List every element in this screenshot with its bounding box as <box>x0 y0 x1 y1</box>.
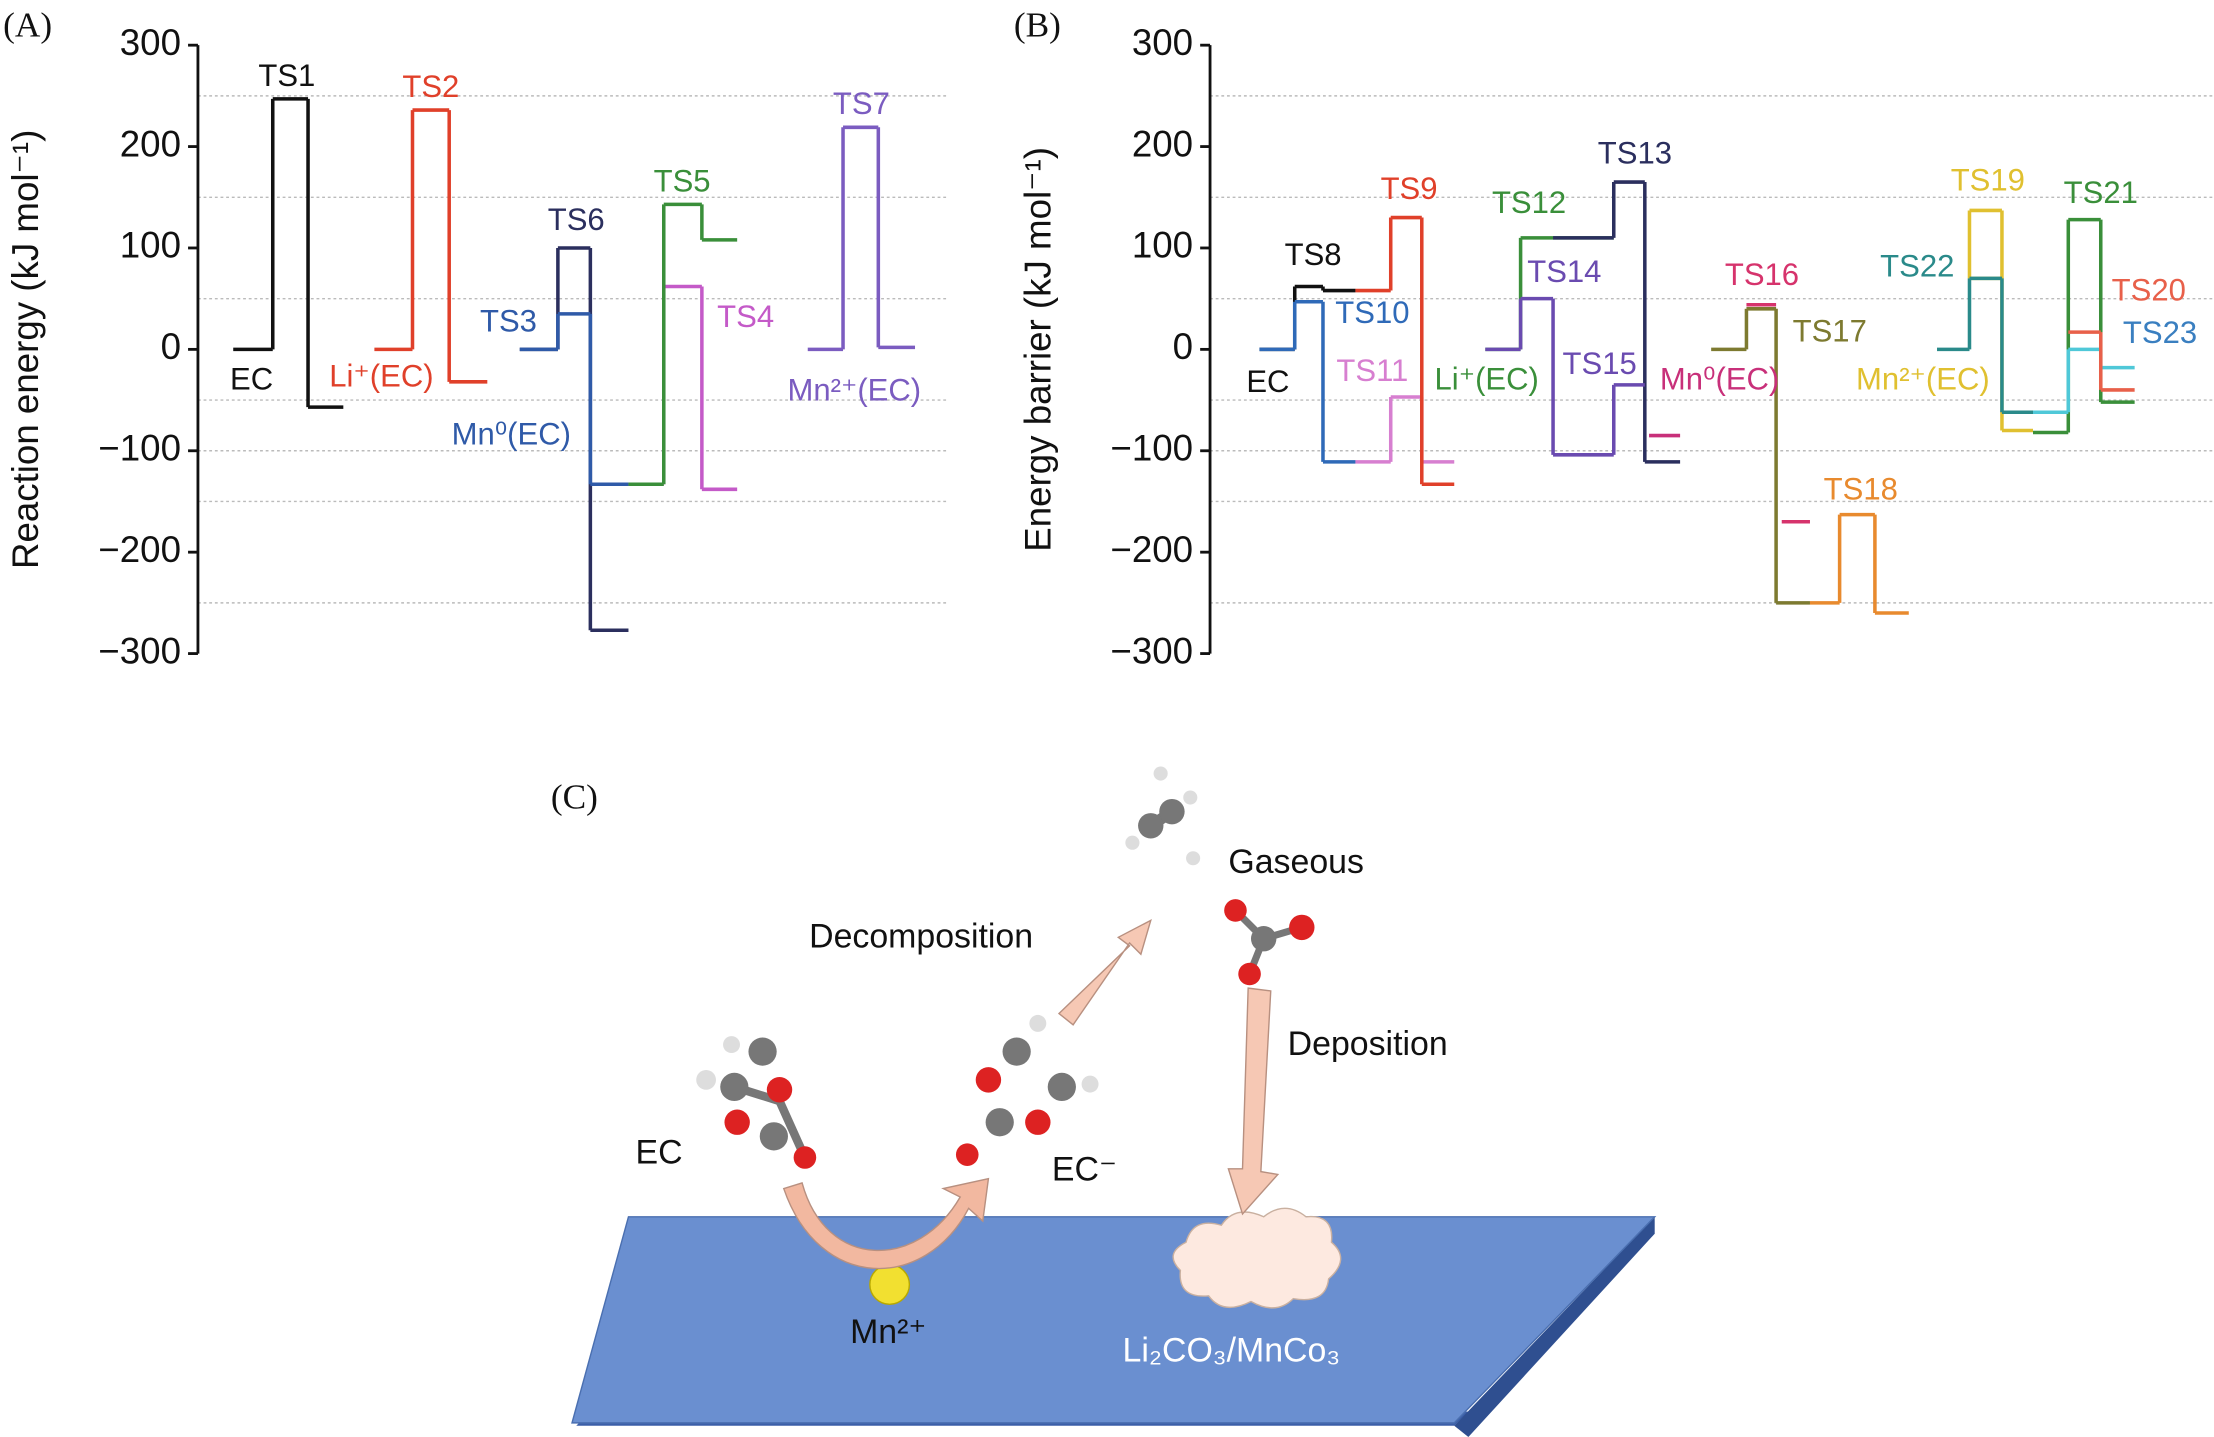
y-tick-label: −100 <box>98 427 181 468</box>
deposit-cloud <box>1172 1207 1342 1309</box>
y-tick-label: −300 <box>1110 630 1193 671</box>
chart: (A) Reaction energy (kJ mol⁻¹) −300 −200 −10… <box>3 5 949 671</box>
annotation: TS20 <box>2112 272 2186 307</box>
annotation: Mn⁰(EC) <box>452 416 571 451</box>
annotation: TS13 <box>1598 135 1672 170</box>
panel-label: (B) <box>1014 5 1061 44</box>
y-tick-label: −100 <box>1110 427 1193 468</box>
y-tick-label: 300 <box>120 22 181 63</box>
label: Decomposition <box>809 918 1033 956</box>
annotation: TS2 <box>402 69 459 104</box>
annotation: TS14 <box>1527 254 1601 289</box>
y-tick-label: 200 <box>1132 123 1193 164</box>
arrow <box>1227 987 1280 1216</box>
slab-side <box>1454 1216 1655 1437</box>
molecule <box>955 1014 1099 1166</box>
annotation: EC <box>230 361 273 396</box>
annotation: TS1 <box>258 58 315 93</box>
y-tick-label: 100 <box>1132 225 1193 266</box>
y-tick-label: 100 <box>120 225 181 266</box>
annotation: TS19 <box>1951 162 2025 197</box>
molecule <box>696 1036 817 1169</box>
annotation: Mn⁰(EC) <box>1660 361 1779 396</box>
annotation: TS3 <box>480 303 537 338</box>
y-tick-label: 200 <box>120 123 181 164</box>
y-tick-label: −200 <box>1110 529 1193 570</box>
molecule <box>1125 766 1201 866</box>
annotation: TS23 <box>2123 315 2197 350</box>
y-axis-label: Energy barrier (kJ mol⁻¹) <box>1017 147 1058 552</box>
mn-ion <box>869 1264 911 1306</box>
annotation: TS5 <box>654 164 711 199</box>
annotation: Mn²⁺(EC) <box>787 373 921 408</box>
annotation: TS21 <box>2064 175 2138 210</box>
label: Li₂CO₃/MnCo₃ <box>1123 1331 1341 1369</box>
annotation: TS11 <box>1336 353 1408 388</box>
annotation: TS18 <box>1824 471 1898 506</box>
annotation: TS12 <box>1492 185 1566 220</box>
molecule <box>1224 899 1315 986</box>
y-axis-label: Reaction energy (kJ mol⁻¹) <box>5 130 46 569</box>
annotation: TS4 <box>717 299 774 334</box>
diagram: (C) Gaseous Decomposition Deposition EC … <box>551 766 1657 1437</box>
arrow <box>782 1177 990 1270</box>
panel-label: (A) <box>3 5 52 44</box>
annotation: TS10 <box>1335 295 1409 330</box>
annotation: TS15 <box>1563 346 1637 381</box>
y-tick-label: 0 <box>1173 326 1193 367</box>
annotation: TS22 <box>1880 248 1954 283</box>
label: Mn²⁺ <box>850 1313 926 1351</box>
annotation: Li⁺(EC) <box>1435 361 1539 396</box>
annotation: TS16 <box>1725 257 1799 292</box>
annotation: Mn²⁺(EC) <box>1856 361 1990 396</box>
label: Deposition <box>1288 1025 1448 1063</box>
annotation: Li⁺(EC) <box>329 359 433 394</box>
y-tick-label: 300 <box>1132 22 1193 63</box>
annotation: TS7 <box>833 86 890 121</box>
label: EC⁻ <box>1052 1151 1117 1189</box>
label: EC <box>636 1134 683 1172</box>
arrow <box>1057 918 1152 1026</box>
y-tick-label: −200 <box>98 529 181 570</box>
y-tick-label: 0 <box>161 326 181 367</box>
annotation: TS17 <box>1793 313 1867 348</box>
annotation: TS8 <box>1285 237 1342 272</box>
annotation: EC <box>1246 364 1289 399</box>
chart: (B) Energy barrier (kJ mol⁻¹) −300 −200 −100… <box>1014 5 2214 671</box>
y-tick-label: −300 <box>98 630 181 671</box>
annotation: TS6 <box>548 202 605 237</box>
label: Gaseous <box>1228 843 1364 881</box>
annotation: TS9 <box>1381 171 1438 206</box>
panel-label: (C) <box>551 777 598 816</box>
